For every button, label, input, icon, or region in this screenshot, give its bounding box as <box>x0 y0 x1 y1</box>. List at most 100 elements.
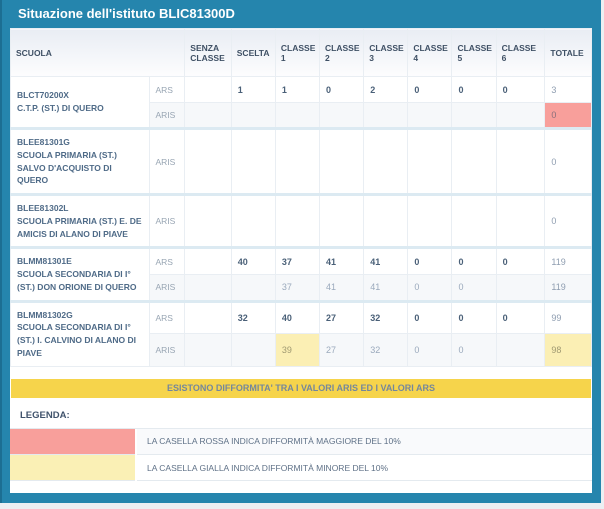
table-cell <box>184 102 232 129</box>
totale-cell: 119 <box>544 273 592 302</box>
column-header-scelta: SCELTA <box>230 28 276 77</box>
table-cell <box>230 102 276 129</box>
school-name-cell: BLMM81301E SCUOLA SECONDARIA DI I° (ST.)… <box>10 247 151 302</box>
table-cell <box>230 193 276 249</box>
table-cell <box>407 128 453 195</box>
table-cell <box>184 193 232 249</box>
table-cell <box>274 128 321 195</box>
table-cell <box>407 102 453 129</box>
table-cell <box>451 128 497 195</box>
table-row: BLMM81302G SCUOLA SECONDARIA DI I° (ST.)… <box>10 300 592 367</box>
table-cell <box>363 193 409 249</box>
table-cell: 0 <box>407 333 453 367</box>
source-type-label: ARS <box>149 247 186 275</box>
table-cell: 1 <box>230 76 276 103</box>
table-cell: 0 <box>451 247 497 275</box>
table-cell: 41 <box>363 273 409 302</box>
school-name-cell: BLEE81302L SCUOLA PRIMARIA (ST.) E. DE A… <box>10 193 151 249</box>
column-header-totale: TOTALE <box>544 28 592 77</box>
table-cell <box>230 273 276 302</box>
legend-table: LA CASELLA ROSSA INDICA DIFFORMITÀ MAGGI… <box>10 428 592 481</box>
source-type-label: ARIS <box>149 333 186 367</box>
source-type-label: ARS <box>149 76 186 103</box>
column-header-senza-classe: SENZA CLASSE <box>184 28 232 77</box>
totale-cell-major-difformity: 0 <box>544 102 592 129</box>
legend-item-text: LA CASELLA ROSSA INDICA DIFFORMITÀ MAGGI… <box>136 428 592 455</box>
table-cell <box>495 102 546 129</box>
header-row: SCUOLA SENZA CLASSE SCELTA CLASSE 1 CLAS… <box>10 28 592 77</box>
column-header-scuola: SCUOLA <box>10 28 186 77</box>
table-cell <box>319 128 365 195</box>
school-name-cell: BLEE81301G SCUOLA PRIMARIA (ST.) SALVO D… <box>10 128 151 195</box>
totale-cell: 0 <box>544 128 592 195</box>
table-row: ARIS 39 27 32 0 0 98 <box>11 333 592 367</box>
table-cell: 41 <box>319 247 365 275</box>
table-cell <box>319 193 365 249</box>
table-cell <box>184 300 232 334</box>
table-cell <box>451 193 497 249</box>
totale-cell: 0 <box>544 193 592 249</box>
situation-table: SCUOLA SENZA CLASSE SCELTA CLASSE 1 CLAS… <box>10 28 592 367</box>
table-cell: 1 <box>274 76 321 103</box>
table-cell <box>184 128 232 195</box>
red-cell-swatch <box>10 428 137 455</box>
table-cell: 40 <box>274 300 321 334</box>
table-cell: 32 <box>363 300 409 334</box>
difformity-warning-banner: ESISTONO DIFFORMITA' TRA I VALORI ARIS E… <box>11 378 591 398</box>
table-cell <box>451 102 497 129</box>
table-row: BLEE81301G SCUOLA PRIMARIA (ST.) SALVO D… <box>10 128 592 195</box>
table-row: BLCT70200X C.T.P. (ST.) DI QUERO ARS 1 1… <box>10 76 592 129</box>
table-cell <box>495 273 546 302</box>
school-code: BLEE81301G <box>17 137 70 147</box>
column-header-classe-2: CLASSE 2 <box>319 28 365 77</box>
table-cell <box>274 193 321 249</box>
source-type-label: ARIS <box>149 102 186 129</box>
page-title: Situazione dell'istituto BLIC81300D <box>18 6 235 21</box>
column-header-classe-3: CLASSE 3 <box>363 28 409 77</box>
school-name: SCUOLA PRIMARIA (ST.) SALVO D'ACQUISTO D… <box>17 149 117 186</box>
table-cell: 0 <box>451 300 497 334</box>
school-code: BLCT70200X <box>17 90 69 101</box>
source-type-label: ARS <box>149 300 186 334</box>
totale-cell: 119 <box>544 247 592 275</box>
column-header-classe-6: CLASSE 6 <box>495 28 546 77</box>
table-cell <box>184 333 232 367</box>
source-type-label: ARIS <box>149 193 186 249</box>
table-cell: 2 <box>363 76 409 103</box>
school-name: C.T.P. (ST.) DI QUERO <box>17 103 104 113</box>
table-row: ARIS 37 41 41 0 0 119 <box>11 273 592 302</box>
legend-item-yellow: LA CASELLA GIALLA INDICA DIFFORMITÀ MINO… <box>10 454 592 481</box>
school-name: SCUOLA PRIMARIA (ST.) E. DE AMICIS DI AL… <box>17 215 142 239</box>
source-type-label: ARIS <box>149 128 186 195</box>
table-cell <box>184 247 232 275</box>
totale-cell: 3 <box>544 76 592 103</box>
table-cell: 0 <box>407 273 453 302</box>
column-header-classe-1: CLASSE 1 <box>274 28 321 77</box>
table-cell <box>184 273 232 302</box>
school-group-blee81301g: BLEE81301G SCUOLA PRIMARIA (ST.) SALVO D… <box>10 128 592 195</box>
classe1-cell-minor-difformity: 39 <box>274 333 321 367</box>
table-cell: 0 <box>407 300 453 334</box>
table-row: ARIS 0 <box>11 102 592 129</box>
table-cell: 0 <box>495 247 546 275</box>
table-cell: 0 <box>495 76 546 103</box>
table-cell: 0 <box>495 300 546 334</box>
table-cell: 32 <box>230 300 276 334</box>
school-code: BLEE81302L <box>17 203 69 213</box>
table-cell: 0 <box>407 76 453 103</box>
table-cell <box>230 333 276 367</box>
table-cell <box>319 102 365 129</box>
totale-cell-minor-difformity: 98 <box>544 333 592 367</box>
table-cell: 0 <box>451 333 497 367</box>
report-panel: SCUOLA SENZA CLASSE SCELTA CLASSE 1 CLAS… <box>10 28 592 493</box>
school-name: SCUOLA SECONDARIA DI I° (ST.) DON ORIONE… <box>17 269 137 292</box>
yellow-cell-swatch <box>10 454 137 481</box>
source-type-label: ARIS <box>149 273 186 302</box>
legend-title: LEGENDA: <box>10 404 592 429</box>
table-cell <box>230 128 276 195</box>
table-cell <box>407 193 453 249</box>
school-name: SCUOLA SECONDARIA DI I° (ST.) I. CALVINO… <box>17 322 136 358</box>
column-header-classe-4: CLASSE 4 <box>407 28 453 77</box>
table-row: BLEE81302L SCUOLA PRIMARIA (ST.) E. DE A… <box>10 193 592 249</box>
table-cell: 0 <box>407 247 453 275</box>
